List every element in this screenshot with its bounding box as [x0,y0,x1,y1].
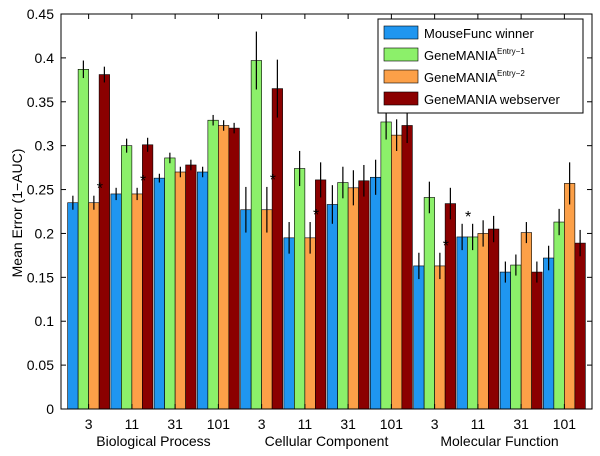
bar-s3-c0 [98,74,110,410]
bar-s3-c6 [358,180,370,410]
bar-s1-c4 [250,60,262,410]
legend-label-1: GeneMANIAEntry−1 [424,47,525,63]
legend: MouseFunc winner GeneMANIAEntry−1 GeneMANI… [377,18,584,114]
bar-s0-c8 [413,265,425,410]
significance-marker: * [97,181,103,198]
bar-s0-c9 [456,236,468,410]
y-tick-label: 0.2 [35,225,55,241]
bar-s1-c6 [337,182,349,410]
x-tick-label: 101 [380,416,404,432]
bar-s0-c0 [67,202,79,410]
bar-s2-c0 [88,202,100,410]
bar-s0-c2 [153,177,165,410]
legend-swatch-1 [383,47,419,62]
legend-label-2: GeneMANIAEntry−2 [424,69,525,85]
significance-marker: * [443,238,449,255]
x-tick-label: 31 [513,416,529,432]
bar-s2-c7 [391,134,403,410]
bar-s3-c8 [444,203,456,410]
bar-s3-c4 [271,88,283,410]
bar-s2-c6 [347,187,359,410]
bar-s0-c5 [283,237,295,410]
bar-s1-c8 [423,197,435,410]
bar-s1-c3 [207,119,219,410]
legend-label-3: GeneMANIA webserver [424,92,561,107]
bar-s1-c0 [77,69,89,410]
bar-s0-c1 [110,193,122,410]
bar-s2-c9 [477,233,489,410]
bar-s3-c10 [531,271,543,410]
x-group-label: Biological Process [96,433,210,449]
bar-s3-c9 [488,228,500,410]
bar-s2-c11 [564,183,576,410]
x-group-label: Cellular Component [265,433,389,449]
y-tick-label: 0.35 [27,94,54,110]
bar-s2-c1 [131,193,143,410]
bar-s1-c11 [553,221,565,410]
y-axis: 0 0.05 0.1 0.15 0.2 0.25 0.3 0.35 0.4 0.45 [27,6,592,417]
bar-s1-c5 [294,168,306,410]
bar-s2-c8 [434,265,446,410]
legend-swatch-0 [383,25,419,40]
bar-s0-c10 [499,271,511,410]
x-tick-label: 3 [85,416,93,432]
significance-marker: * [140,173,146,190]
y-tick-label: 0.3 [35,138,55,154]
x-tick-label: 31 [167,416,183,432]
y-tick-label: 0.1 [35,313,55,329]
x-tick-label: 101 [207,416,231,432]
bar-s0-c7 [370,176,382,410]
x-tick-label: 3 [258,416,266,432]
y-tick-label: 0.15 [27,269,54,285]
bar-s0-c4 [240,209,252,410]
bar-s2-c4 [261,209,273,410]
bar-s2-c2 [174,171,186,410]
x-group-label: Molecular Function [440,433,558,449]
bar-s1-c1 [121,145,133,410]
legend-label-0: MouseFunc winner [424,26,534,41]
error-bars-layer [72,31,581,283]
bar-s3-c3 [228,127,240,410]
plot-frame [60,13,593,410]
y-tick-label: 0.4 [35,50,55,66]
x-tick-label: 31 [340,416,356,432]
bar-s3-c2 [185,164,197,410]
significance-marker: * [313,207,319,224]
x-tick-label: 3 [431,416,439,432]
bar-s1-c2 [164,157,176,410]
bar-s0-c6 [326,204,338,410]
y-tick-label: 0 [46,401,54,417]
annotations-layer: * * * * * * [97,172,471,255]
y-axis-label: Mean Error (1−AUC) [9,149,25,278]
legend-swatch-3 [383,91,419,106]
x-tick-label: 101 [553,416,577,432]
bar-s2-c5 [304,237,316,410]
bar-s3-c11 [574,242,586,410]
bar-s0-c3 [197,171,209,410]
x-tick-label: 11 [471,416,486,432]
bar-s1-c10 [510,264,522,410]
bar-s1-c9 [467,236,479,410]
bar-s3-c7 [401,125,413,410]
significance-marker: * [465,209,471,226]
legend-swatch-2 [383,69,419,84]
significance-marker: * [270,172,276,189]
y-tick-label: 0.05 [27,357,54,373]
x-tick-label: 11 [125,416,140,432]
bar-s1-c7 [380,121,392,410]
bar-s2-c10 [520,232,532,410]
y-tick-label: 0.45 [27,6,54,22]
bar-s0-c11 [543,257,555,410]
y-tick-label: 0.25 [27,182,54,198]
bar-s2-c3 [218,125,230,410]
x-tick-label: 11 [298,416,313,432]
